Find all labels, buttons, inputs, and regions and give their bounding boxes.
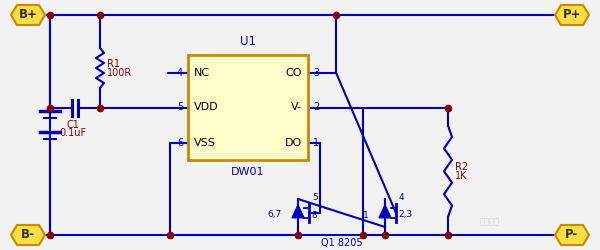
Polygon shape [11,225,45,245]
Text: P+: P+ [563,8,581,22]
Text: DW01: DW01 [231,167,265,177]
FancyBboxPatch shape [188,55,308,160]
Polygon shape [292,205,304,218]
Text: 1: 1 [363,210,369,220]
Text: V-: V- [291,102,302,113]
Text: Q1 8205: Q1 8205 [320,238,362,248]
Text: 8: 8 [311,210,317,220]
Text: 100R: 100R [107,68,132,78]
Text: 方飞技术: 方飞技术 [480,218,500,226]
Text: 3: 3 [313,68,319,78]
Text: VSS: VSS [194,138,216,147]
Text: B+: B+ [19,8,37,22]
Text: U1: U1 [240,35,256,48]
Text: 2,3: 2,3 [398,210,412,220]
Text: 6,7: 6,7 [268,210,282,220]
Text: 4: 4 [177,68,183,78]
Text: VDD: VDD [194,102,218,113]
Text: NC: NC [194,68,210,78]
Text: 1: 1 [313,138,319,147]
Polygon shape [379,205,391,218]
Polygon shape [11,5,45,25]
Text: 2: 2 [313,102,319,113]
Text: 1K: 1K [455,171,467,181]
Text: 5: 5 [177,102,183,113]
Text: C1: C1 [67,120,79,130]
Polygon shape [555,225,589,245]
Text: 0.1uF: 0.1uF [59,128,86,138]
Text: P-: P- [565,228,578,241]
Text: R1: R1 [107,59,120,69]
Text: CO: CO [286,68,302,78]
Text: 4: 4 [399,192,404,202]
Polygon shape [555,5,589,25]
Text: 5: 5 [312,192,318,202]
Text: DO: DO [285,138,302,147]
Text: R2: R2 [455,162,468,172]
Text: 6: 6 [177,138,183,147]
Text: B-: B- [21,228,35,241]
